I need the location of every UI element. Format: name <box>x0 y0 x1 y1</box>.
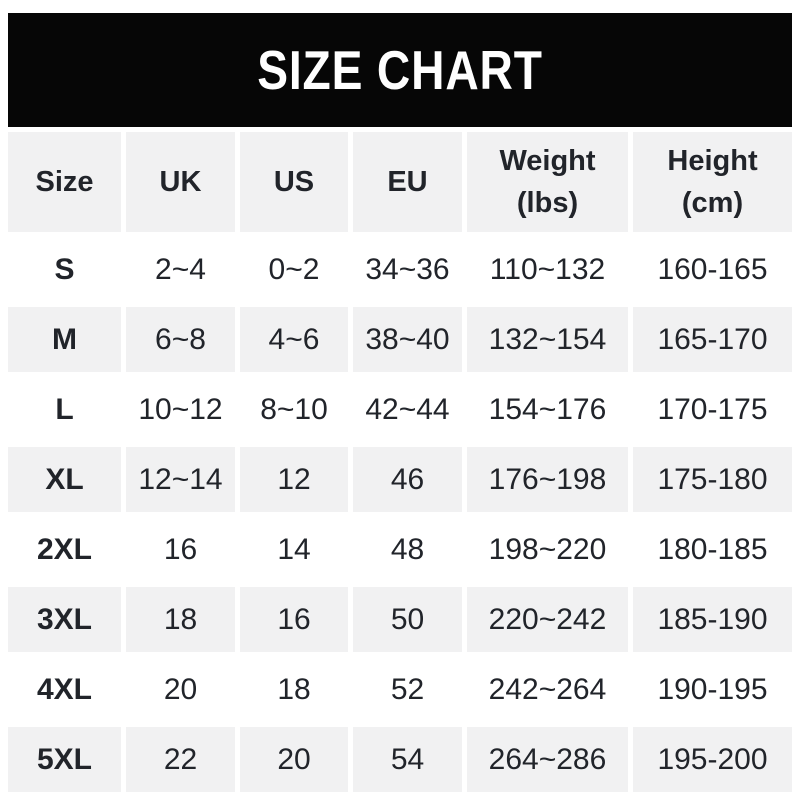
table-cell: 2~4 <box>126 237 235 302</box>
column-header-eu: EU <box>353 132 462 232</box>
size-label-cell: 5XL <box>8 727 121 792</box>
table-cell: 198~220 <box>467 517 628 582</box>
table-cell: 176~198 <box>467 447 628 512</box>
page-title: SIZE CHART <box>257 39 543 101</box>
size-label-cell: S <box>8 237 121 302</box>
table-cell: 14 <box>240 517 348 582</box>
table-cell: 154~176 <box>467 377 628 442</box>
table-cell: 50 <box>353 587 462 652</box>
table-cell: 132~154 <box>467 307 628 372</box>
table-cell: 20 <box>240 727 348 792</box>
table-cell: 4~6 <box>240 307 348 372</box>
column-header-us: US <box>240 132 348 232</box>
table-cell: 46 <box>353 447 462 512</box>
table-cell: 8~10 <box>240 377 348 442</box>
table-cell: 180-185 <box>633 517 792 582</box>
column-header-height: Height (cm) <box>633 132 792 232</box>
size-label-cell: 3XL <box>8 587 121 652</box>
table-cell: 170-175 <box>633 377 792 442</box>
size-table: Size UK US EU Weight (lbs) Height (cm) S… <box>8 132 792 792</box>
table-cell: 52 <box>353 657 462 722</box>
table-cell: 175-180 <box>633 447 792 512</box>
size-label-cell: 4XL <box>8 657 121 722</box>
size-label-cell: L <box>8 377 121 442</box>
table-cell: 20 <box>126 657 235 722</box>
table-cell: 12~14 <box>126 447 235 512</box>
table-cell: 48 <box>353 517 462 582</box>
size-label-cell: 2XL <box>8 517 121 582</box>
table-cell: 6~8 <box>126 307 235 372</box>
table-cell: 195-200 <box>633 727 792 792</box>
size-label-cell: M <box>8 307 121 372</box>
table-cell: 220~242 <box>467 587 628 652</box>
table-cell: 0~2 <box>240 237 348 302</box>
table-cell: 16 <box>126 517 235 582</box>
table-cell: 190-195 <box>633 657 792 722</box>
table-cell: 18 <box>240 657 348 722</box>
table-cell: 10~12 <box>126 377 235 442</box>
table-cell: 165-170 <box>633 307 792 372</box>
table-cell: 110~132 <box>467 237 628 302</box>
table-cell: 22 <box>126 727 235 792</box>
column-header-size: Size <box>8 132 121 232</box>
column-header-weight: Weight (lbs) <box>467 132 628 232</box>
table-cell: 42~44 <box>353 377 462 442</box>
column-header-uk: UK <box>126 132 235 232</box>
table-cell: 160-165 <box>633 237 792 302</box>
table-cell: 242~264 <box>467 657 628 722</box>
size-label-cell: XL <box>8 447 121 512</box>
table-cell: 185-190 <box>633 587 792 652</box>
table-cell: 264~286 <box>467 727 628 792</box>
table-cell: 16 <box>240 587 348 652</box>
title-banner: SIZE CHART <box>8 13 792 127</box>
table-cell: 12 <box>240 447 348 512</box>
table-cell: 54 <box>353 727 462 792</box>
table-cell: 34~36 <box>353 237 462 302</box>
table-cell: 38~40 <box>353 307 462 372</box>
table-cell: 18 <box>126 587 235 652</box>
